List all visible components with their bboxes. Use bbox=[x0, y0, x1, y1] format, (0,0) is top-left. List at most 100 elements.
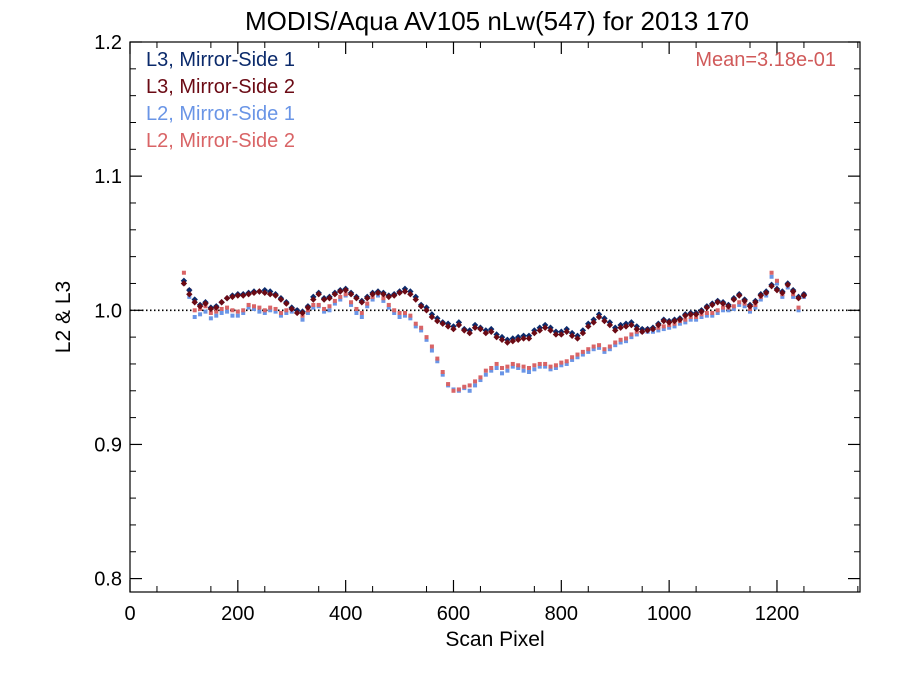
data-point bbox=[570, 355, 575, 360]
data-point bbox=[186, 286, 193, 294]
data-point bbox=[246, 302, 251, 307]
data-point bbox=[736, 292, 743, 299]
data-point bbox=[466, 329, 473, 337]
data-point bbox=[500, 371, 505, 376]
data-point bbox=[471, 324, 479, 331]
data-point bbox=[574, 335, 581, 342]
data-point bbox=[311, 302, 316, 307]
data-point bbox=[369, 290, 376, 298]
data-point bbox=[214, 309, 219, 314]
data-point bbox=[338, 294, 343, 299]
data-point bbox=[359, 315, 364, 319]
data-point bbox=[769, 270, 774, 275]
data-point bbox=[774, 278, 779, 283]
data-point bbox=[310, 296, 317, 303]
data-point bbox=[392, 310, 397, 315]
data-point bbox=[559, 360, 564, 365]
data-point bbox=[327, 308, 332, 313]
data-point bbox=[521, 368, 526, 373]
data-point bbox=[784, 281, 791, 289]
data-point bbox=[488, 328, 495, 335]
data-point bbox=[629, 335, 634, 340]
data-point bbox=[703, 304, 711, 311]
data-point bbox=[602, 349, 607, 354]
data-point bbox=[299, 309, 306, 317]
data-point bbox=[714, 299, 721, 306]
data-point bbox=[602, 347, 607, 352]
data-point bbox=[456, 387, 461, 392]
data-point bbox=[633, 325, 640, 333]
data-point bbox=[613, 343, 618, 348]
data-point bbox=[682, 312, 689, 319]
data-point bbox=[219, 310, 224, 315]
data-point bbox=[423, 307, 430, 314]
data-point bbox=[192, 315, 197, 319]
data-point bbox=[612, 327, 619, 334]
data-point bbox=[762, 289, 770, 297]
data-point bbox=[223, 295, 231, 302]
data-point bbox=[235, 313, 240, 318]
data-point bbox=[440, 372, 445, 377]
data-point bbox=[586, 347, 591, 352]
data-point bbox=[208, 310, 213, 315]
data-point bbox=[553, 365, 558, 370]
data-point bbox=[622, 323, 630, 330]
data-point bbox=[413, 321, 418, 326]
data-point bbox=[494, 365, 499, 370]
y-tick-label: 0.9 bbox=[94, 434, 122, 456]
data-point bbox=[758, 297, 763, 302]
data-point bbox=[245, 290, 252, 298]
data-point bbox=[381, 298, 386, 303]
data-point bbox=[585, 323, 592, 330]
data-point bbox=[489, 368, 494, 373]
data-point bbox=[288, 305, 295, 313]
data-point bbox=[725, 303, 732, 310]
data-point bbox=[698, 308, 705, 315]
data-point bbox=[402, 310, 407, 315]
data-point bbox=[564, 359, 569, 364]
data-point bbox=[644, 327, 651, 334]
data-point bbox=[638, 328, 646, 335]
data-point bbox=[354, 310, 359, 315]
data-point bbox=[327, 304, 332, 309]
data-point bbox=[500, 365, 505, 370]
data-point bbox=[773, 286, 781, 294]
data-point bbox=[473, 383, 478, 388]
x-tick-label: 600 bbox=[437, 603, 470, 625]
data-point bbox=[731, 306, 736, 311]
y-tick-label: 1.2 bbox=[94, 32, 122, 54]
data-point bbox=[692, 311, 700, 318]
data-point bbox=[439, 320, 446, 327]
data-point bbox=[779, 289, 786, 297]
data-point bbox=[256, 288, 263, 295]
data-point bbox=[607, 344, 612, 349]
data-point bbox=[186, 290, 193, 298]
data-point bbox=[667, 325, 672, 330]
data-point bbox=[590, 319, 597, 326]
data-point bbox=[278, 310, 283, 315]
data-point bbox=[417, 303, 425, 310]
data-point bbox=[586, 349, 591, 354]
data-point bbox=[316, 302, 321, 307]
y-axis-label: L2 & L3 bbox=[52, 281, 75, 353]
data-point bbox=[424, 335, 429, 340]
data-point bbox=[381, 296, 386, 301]
data-point bbox=[241, 308, 246, 313]
data-point bbox=[331, 290, 339, 298]
data-point bbox=[401, 288, 409, 295]
data-point bbox=[579, 329, 587, 337]
data-point bbox=[671, 317, 678, 325]
data-point bbox=[737, 300, 742, 305]
data-point bbox=[710, 310, 715, 315]
data-point bbox=[704, 310, 709, 315]
data-point bbox=[343, 292, 348, 297]
data-point bbox=[753, 305, 758, 310]
data-point bbox=[719, 300, 727, 307]
data-point bbox=[597, 343, 602, 348]
data-point bbox=[196, 303, 204, 310]
data-point bbox=[467, 383, 472, 388]
data-point bbox=[591, 347, 596, 352]
data-point bbox=[746, 303, 754, 310]
data-point bbox=[606, 321, 614, 329]
data-point bbox=[322, 309, 327, 314]
